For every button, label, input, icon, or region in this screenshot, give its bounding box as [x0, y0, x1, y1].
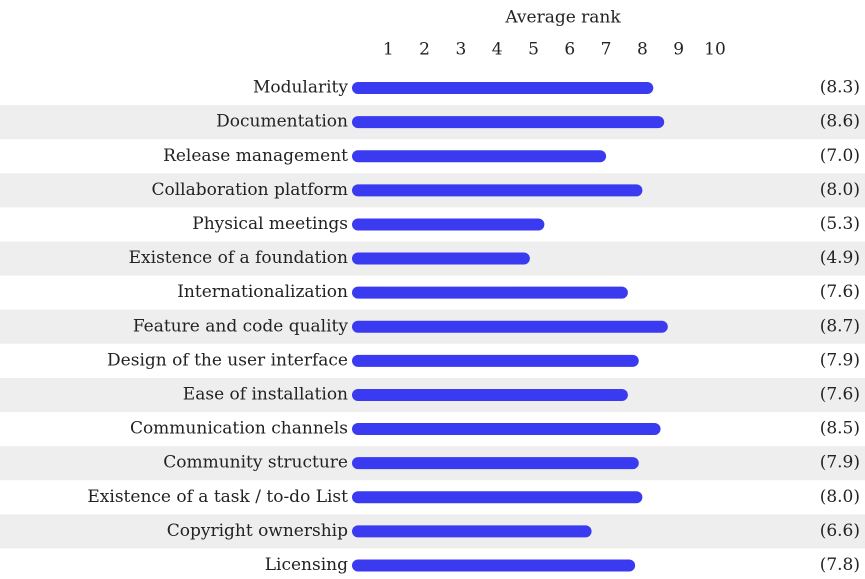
- x-tick-label: 7: [601, 40, 612, 60]
- x-tick-label: 5: [528, 40, 539, 60]
- y-tick-label: Physical meetings: [192, 214, 348, 234]
- y-tick-label: Modularity: [253, 78, 348, 98]
- value-label: (8.5): [820, 419, 860, 439]
- x-tick-label: 9: [673, 40, 684, 60]
- y-tick-label: Feature and code quality: [133, 316, 349, 336]
- y-tick-label: Release management: [163, 146, 348, 166]
- value-label: (8.0): [820, 487, 860, 507]
- value-label: (7.6): [820, 282, 860, 302]
- y-tick-label: Internationalization: [177, 282, 348, 302]
- y-tick-label: Collaboration platform: [151, 180, 348, 200]
- value-label: (7.6): [820, 384, 860, 404]
- bar: [352, 457, 639, 470]
- bar: [352, 252, 530, 265]
- bar: [352, 82, 654, 95]
- value-label: (6.6): [820, 521, 860, 541]
- y-tick-label: Existence of a foundation: [129, 248, 348, 268]
- value-label: (5.3): [820, 214, 860, 234]
- value-label: (8.7): [820, 316, 860, 336]
- x-tick-label: 3: [455, 40, 466, 60]
- x-tick-label: 10: [704, 40, 726, 60]
- value-label: (7.9): [820, 453, 860, 473]
- y-tick-label: Existence of a task / to-do List: [87, 487, 348, 507]
- x-tick-label: 4: [492, 40, 503, 60]
- y-tick-label: Communication channels: [130, 419, 348, 439]
- y-tick-label: Licensing: [265, 555, 348, 575]
- bar: [352, 184, 643, 197]
- y-tick-label: Documentation: [216, 112, 348, 132]
- y-tick-label: Ease of installation: [183, 384, 348, 404]
- bar: [352, 116, 665, 129]
- y-tick-label: Community structure: [163, 453, 348, 473]
- bar: [352, 218, 545, 231]
- x-tick-label: 2: [419, 40, 430, 60]
- value-label: (8.3): [820, 78, 860, 98]
- bar: [352, 423, 661, 436]
- value-label: (8.6): [820, 112, 860, 132]
- bar: [352, 320, 668, 333]
- value-label: (4.9): [820, 248, 860, 268]
- x-tick-label: 8: [637, 40, 648, 60]
- value-label: (7.0): [820, 146, 860, 166]
- value-label: (7.9): [820, 350, 860, 370]
- bar: [352, 286, 628, 299]
- bar: [352, 354, 639, 367]
- x-tick-label: 6: [564, 40, 575, 60]
- y-tick-label: Copyright ownership: [167, 521, 348, 541]
- y-tick-label: Design of the user interface: [107, 350, 348, 370]
- x-tick-label: 1: [383, 40, 394, 60]
- bar: [352, 559, 636, 572]
- bar: [352, 525, 592, 538]
- axis-title: Average rank: [504, 8, 621, 28]
- bar: [352, 150, 607, 163]
- bar: [352, 388, 628, 401]
- value-label: (7.8): [820, 555, 860, 575]
- value-label: (8.0): [820, 180, 860, 200]
- bar: [352, 491, 643, 504]
